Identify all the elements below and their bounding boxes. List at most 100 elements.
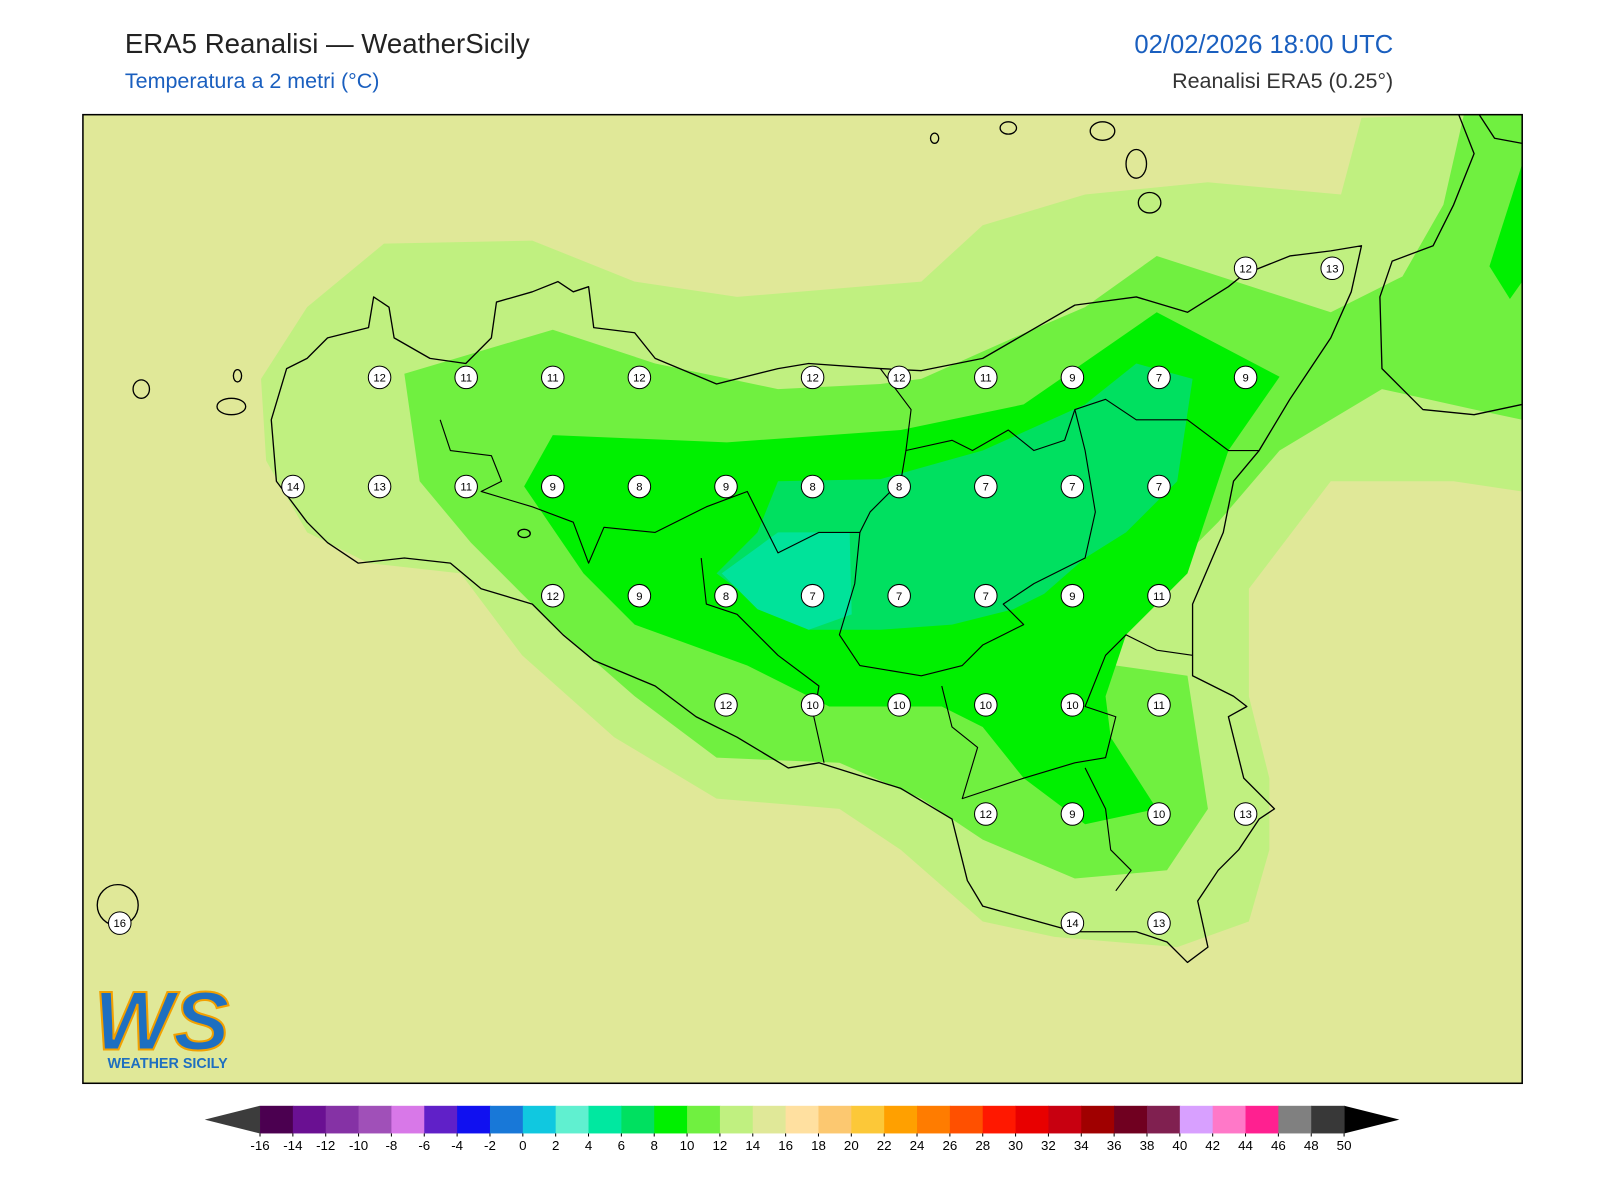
colorbar-label: 8: [651, 1138, 658, 1153]
station-value: 13: [373, 482, 386, 494]
colorbar: -16 -14 -12 -10 -8 -6 -4 -2 0 2 4 6 8 10 12 14 16 18 20 22 2…: [204, 1105, 1400, 1153]
colorbar-label: 44: [1238, 1138, 1253, 1153]
station-value: 12: [373, 373, 386, 385]
datetime: 02/02/2026 18:00 UTC: [1134, 31, 1393, 59]
colorbar-label: -6: [418, 1138, 430, 1153]
station-marker: [1320, 256, 1344, 281]
station-marker: [887, 583, 911, 608]
station-value: 12: [980, 809, 993, 821]
colorbar-segment: [654, 1105, 688, 1134]
colorbar-segment: [588, 1105, 622, 1134]
colorbar-label: 26: [942, 1138, 957, 1153]
station-marker: [367, 474, 392, 499]
station-marker: [107, 911, 132, 935]
colorbar-segment: [292, 1105, 327, 1134]
station-marker: [800, 365, 825, 390]
colorbar-label: 20: [844, 1138, 859, 1153]
island: [517, 528, 531, 539]
colorbar-segment: [1081, 1105, 1115, 1134]
colorbar-label: -10: [349, 1138, 368, 1153]
island: [1125, 148, 1148, 179]
station-value: 12: [1239, 263, 1252, 275]
colorbar-label: -16: [250, 1138, 269, 1153]
station-value: 12: [720, 700, 733, 712]
station-marker: [714, 474, 738, 499]
subtitle: Temperatura a 2 metri (°C): [125, 69, 380, 93]
map-area: 12 13 12 11 11 12 12 12 11 9 7 9 14 13 11 9 8 9 8 8 7 7 7 12 9 8 7…: [82, 114, 1523, 1084]
station-value: 12: [633, 373, 646, 385]
station-value: 9: [723, 482, 729, 494]
logo-caption: WEATHER SICILY: [107, 1056, 228, 1072]
station-value: 10: [893, 700, 906, 712]
station-marker: [1233, 256, 1258, 281]
colorbar-segment: [1311, 1105, 1345, 1134]
station-marker: [454, 474, 478, 499]
colorbar-segment: [687, 1105, 721, 1134]
colorbar-segment: [884, 1105, 918, 1134]
station-value: 8: [896, 482, 902, 494]
station-marker: [800, 693, 825, 717]
colorbar-under: [204, 1105, 261, 1134]
station-value: 7: [983, 591, 989, 603]
logo-mark: WS: [94, 973, 229, 1067]
colorbar-label: -8: [386, 1138, 398, 1153]
station-marker: [1060, 802, 1085, 826]
station-marker: [1147, 474, 1171, 499]
station-value: 13: [1153, 918, 1166, 930]
station-value: 16: [114, 918, 127, 930]
colorbar-segment: [818, 1105, 852, 1134]
station-value: 13: [1239, 809, 1252, 821]
station-marker: [627, 474, 652, 499]
station-value: 7: [896, 591, 902, 603]
station-value: 9: [550, 482, 556, 494]
station-value: 13: [1326, 263, 1339, 275]
colorbar-label: 18: [811, 1138, 826, 1153]
station-marker: [1060, 911, 1085, 935]
colorbar-segment: [1015, 1105, 1049, 1134]
province-border: [941, 634, 1193, 800]
colorbar-segment: [752, 1105, 787, 1134]
colorbar-label: 50: [1337, 1138, 1352, 1153]
colorbar-segment: [851, 1105, 885, 1134]
field-band: [1489, 163, 1523, 299]
colorbar-label: -12: [316, 1138, 335, 1153]
station-value: 12: [893, 373, 906, 385]
station-marker: [454, 365, 478, 390]
colorbar-segment: [358, 1105, 392, 1134]
colorbar-segment: [1245, 1105, 1279, 1134]
colorbar-label: 24: [910, 1138, 925, 1153]
title: ERA5 Reanalisi — WeatherSicily: [125, 28, 530, 59]
colorbar-label: 14: [745, 1138, 760, 1153]
colorbar-segment: [1212, 1105, 1247, 1134]
station-marker: [974, 474, 998, 499]
colorbar-label: 16: [778, 1138, 793, 1153]
colorbar-segment: [1048, 1105, 1082, 1134]
station-marker: [1060, 365, 1085, 390]
colorbar-label: -14: [283, 1138, 302, 1153]
station-value: 9: [1069, 591, 1075, 603]
colorbar-segment: [719, 1105, 754, 1134]
colorbar-label: -2: [484, 1138, 496, 1153]
station-marker: [1060, 474, 1085, 499]
station-value: 7: [1069, 482, 1075, 494]
station-value: 12: [547, 591, 560, 603]
island: [132, 379, 151, 399]
station-value: 7: [1156, 373, 1162, 385]
colorbar-label: 12: [713, 1138, 728, 1153]
source: Reanalisi ERA5 (0.25°): [1172, 69, 1393, 93]
station-value: 7: [1156, 482, 1162, 494]
colorbar-segment: [260, 1105, 294, 1134]
map-frame: [82, 113, 1523, 1085]
station-marker: [1233, 802, 1258, 826]
coastline: [1379, 114, 1523, 416]
station-marker: [887, 693, 911, 717]
colorbar-segment: [391, 1105, 425, 1134]
station-marker: [1147, 802, 1171, 826]
station-marker: [281, 474, 305, 499]
colorbar-segment: [949, 1105, 984, 1134]
station-value: 14: [1066, 918, 1079, 930]
colorbar-segment: [917, 1105, 951, 1134]
station-value: 11: [460, 482, 472, 494]
station-value: 9: [1242, 373, 1248, 385]
island: [1089, 121, 1116, 141]
